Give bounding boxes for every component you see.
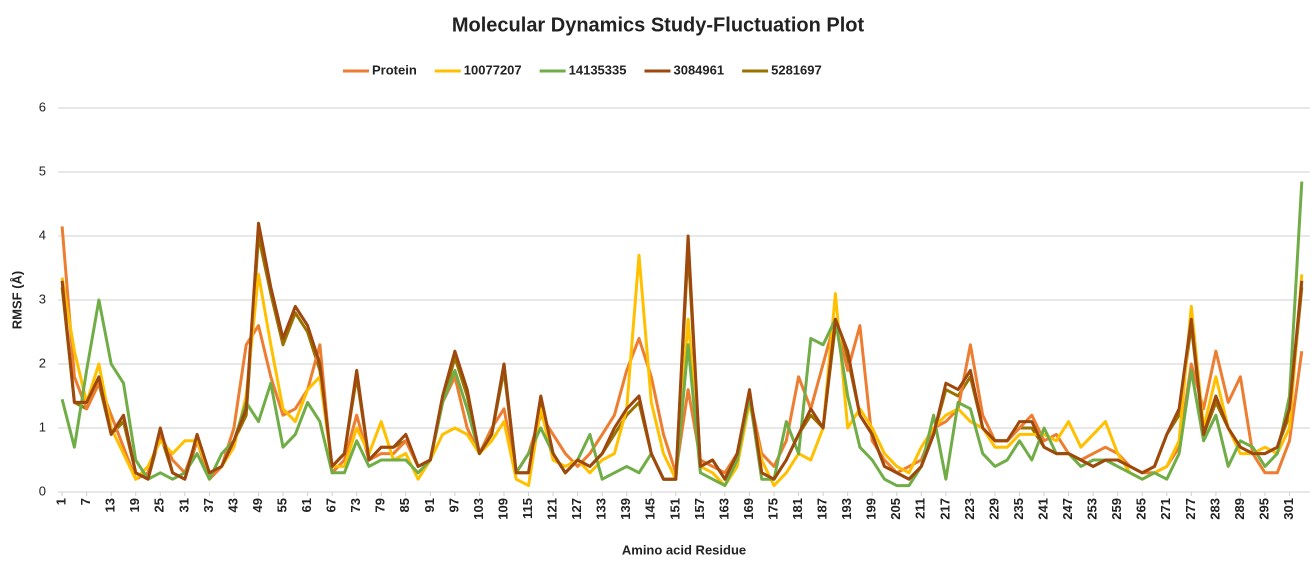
x-tick-label: 187 (815, 498, 830, 520)
x-tick-label: 157 (692, 498, 707, 520)
y-tick-label: 0 (39, 483, 46, 498)
x-tick-label: 265 (1134, 498, 1149, 520)
x-tick-label: 301 (1281, 498, 1296, 520)
x-tick-label: 127 (569, 498, 584, 520)
x-tick-label: 61 (299, 498, 314, 512)
x-tick-label: 109 (495, 498, 510, 520)
x-tick-label: 283 (1207, 498, 1222, 520)
y-tick-label: 1 (39, 419, 46, 434)
x-tick-label: 253 (1085, 498, 1100, 520)
x-tick-label: 55 (274, 498, 289, 512)
chart-title: Molecular Dynamics Study-Fluctuation Plo… (452, 14, 865, 36)
x-tick-label: 151 (667, 498, 682, 520)
legend-label: 14135335 (569, 62, 627, 77)
x-tick-label: 85 (397, 498, 412, 512)
x-tick-label: 91 (422, 498, 437, 512)
y-tick-label: 3 (39, 291, 46, 306)
x-tick-label: 241 (1035, 498, 1050, 520)
x-tick-label: 277 (1183, 498, 1198, 520)
legend-label: 10077207 (464, 62, 522, 77)
x-tick-label: 139 (618, 498, 633, 520)
x-tick-label: 193 (839, 498, 854, 520)
x-tick-label: 169 (741, 498, 756, 520)
x-axis-title: Amino acid Residue (622, 542, 746, 557)
x-tick-label: 175 (765, 498, 780, 520)
legend-label: 3084961 (673, 62, 724, 77)
x-tick-label: 1 (54, 498, 69, 505)
x-tick-label: 19 (127, 498, 142, 512)
x-tick-label: 295 (1256, 498, 1271, 520)
x-tick-label: 97 (446, 498, 461, 512)
y-tick-label: 6 (39, 99, 46, 114)
x-tick-label: 211 (913, 498, 928, 519)
series-line (60, 181, 1304, 488)
x-tick-label: 43 (225, 498, 240, 512)
x-tick-label: 289 (1232, 498, 1247, 520)
x-tick-label: 115 (520, 498, 535, 519)
x-tick-label: 223 (962, 498, 977, 520)
x-tick-label: 199 (864, 498, 879, 520)
x-tick-label: 145 (643, 498, 658, 520)
x-tick-label: 247 (1060, 498, 1075, 520)
x-tick-label: 121 (545, 498, 560, 520)
x-tick-label: 31 (176, 498, 191, 512)
x-tick-label: 67 (324, 498, 339, 512)
x-tick-label: 229 (986, 498, 1001, 520)
x-tick-label: 163 (716, 498, 731, 520)
y-tick-label: 2 (39, 355, 46, 370)
y-axis-title: RMSF (Å) (9, 271, 24, 330)
legend-label: 5281697 (771, 62, 822, 77)
y-tick-label: 4 (39, 227, 46, 242)
x-tick-label: 235 (1011, 498, 1026, 520)
x-tick-label: 79 (373, 498, 388, 512)
x-tick-label: 73 (348, 498, 363, 512)
x-tick-label: 217 (937, 498, 952, 520)
x-tick-label: 7 (78, 498, 93, 505)
x-tick-label: 259 (1109, 498, 1124, 520)
x-tick-label: 25 (152, 498, 167, 512)
series-line (60, 221, 1304, 481)
x-tick-label: 37 (201, 498, 216, 512)
x-tick-label: 133 (594, 498, 609, 520)
series-line (60, 226, 1304, 481)
x-tick-label: 49 (250, 498, 265, 512)
y-tick-label: 5 (39, 163, 46, 178)
x-tick-label: 205 (888, 498, 903, 520)
x-tick-label: 181 (790, 498, 805, 520)
legend-label: Protein (372, 62, 417, 77)
x-tick-label: 271 (1158, 498, 1173, 520)
x-tick-label: 13 (103, 498, 118, 512)
x-tick-label: 103 (471, 498, 486, 520)
